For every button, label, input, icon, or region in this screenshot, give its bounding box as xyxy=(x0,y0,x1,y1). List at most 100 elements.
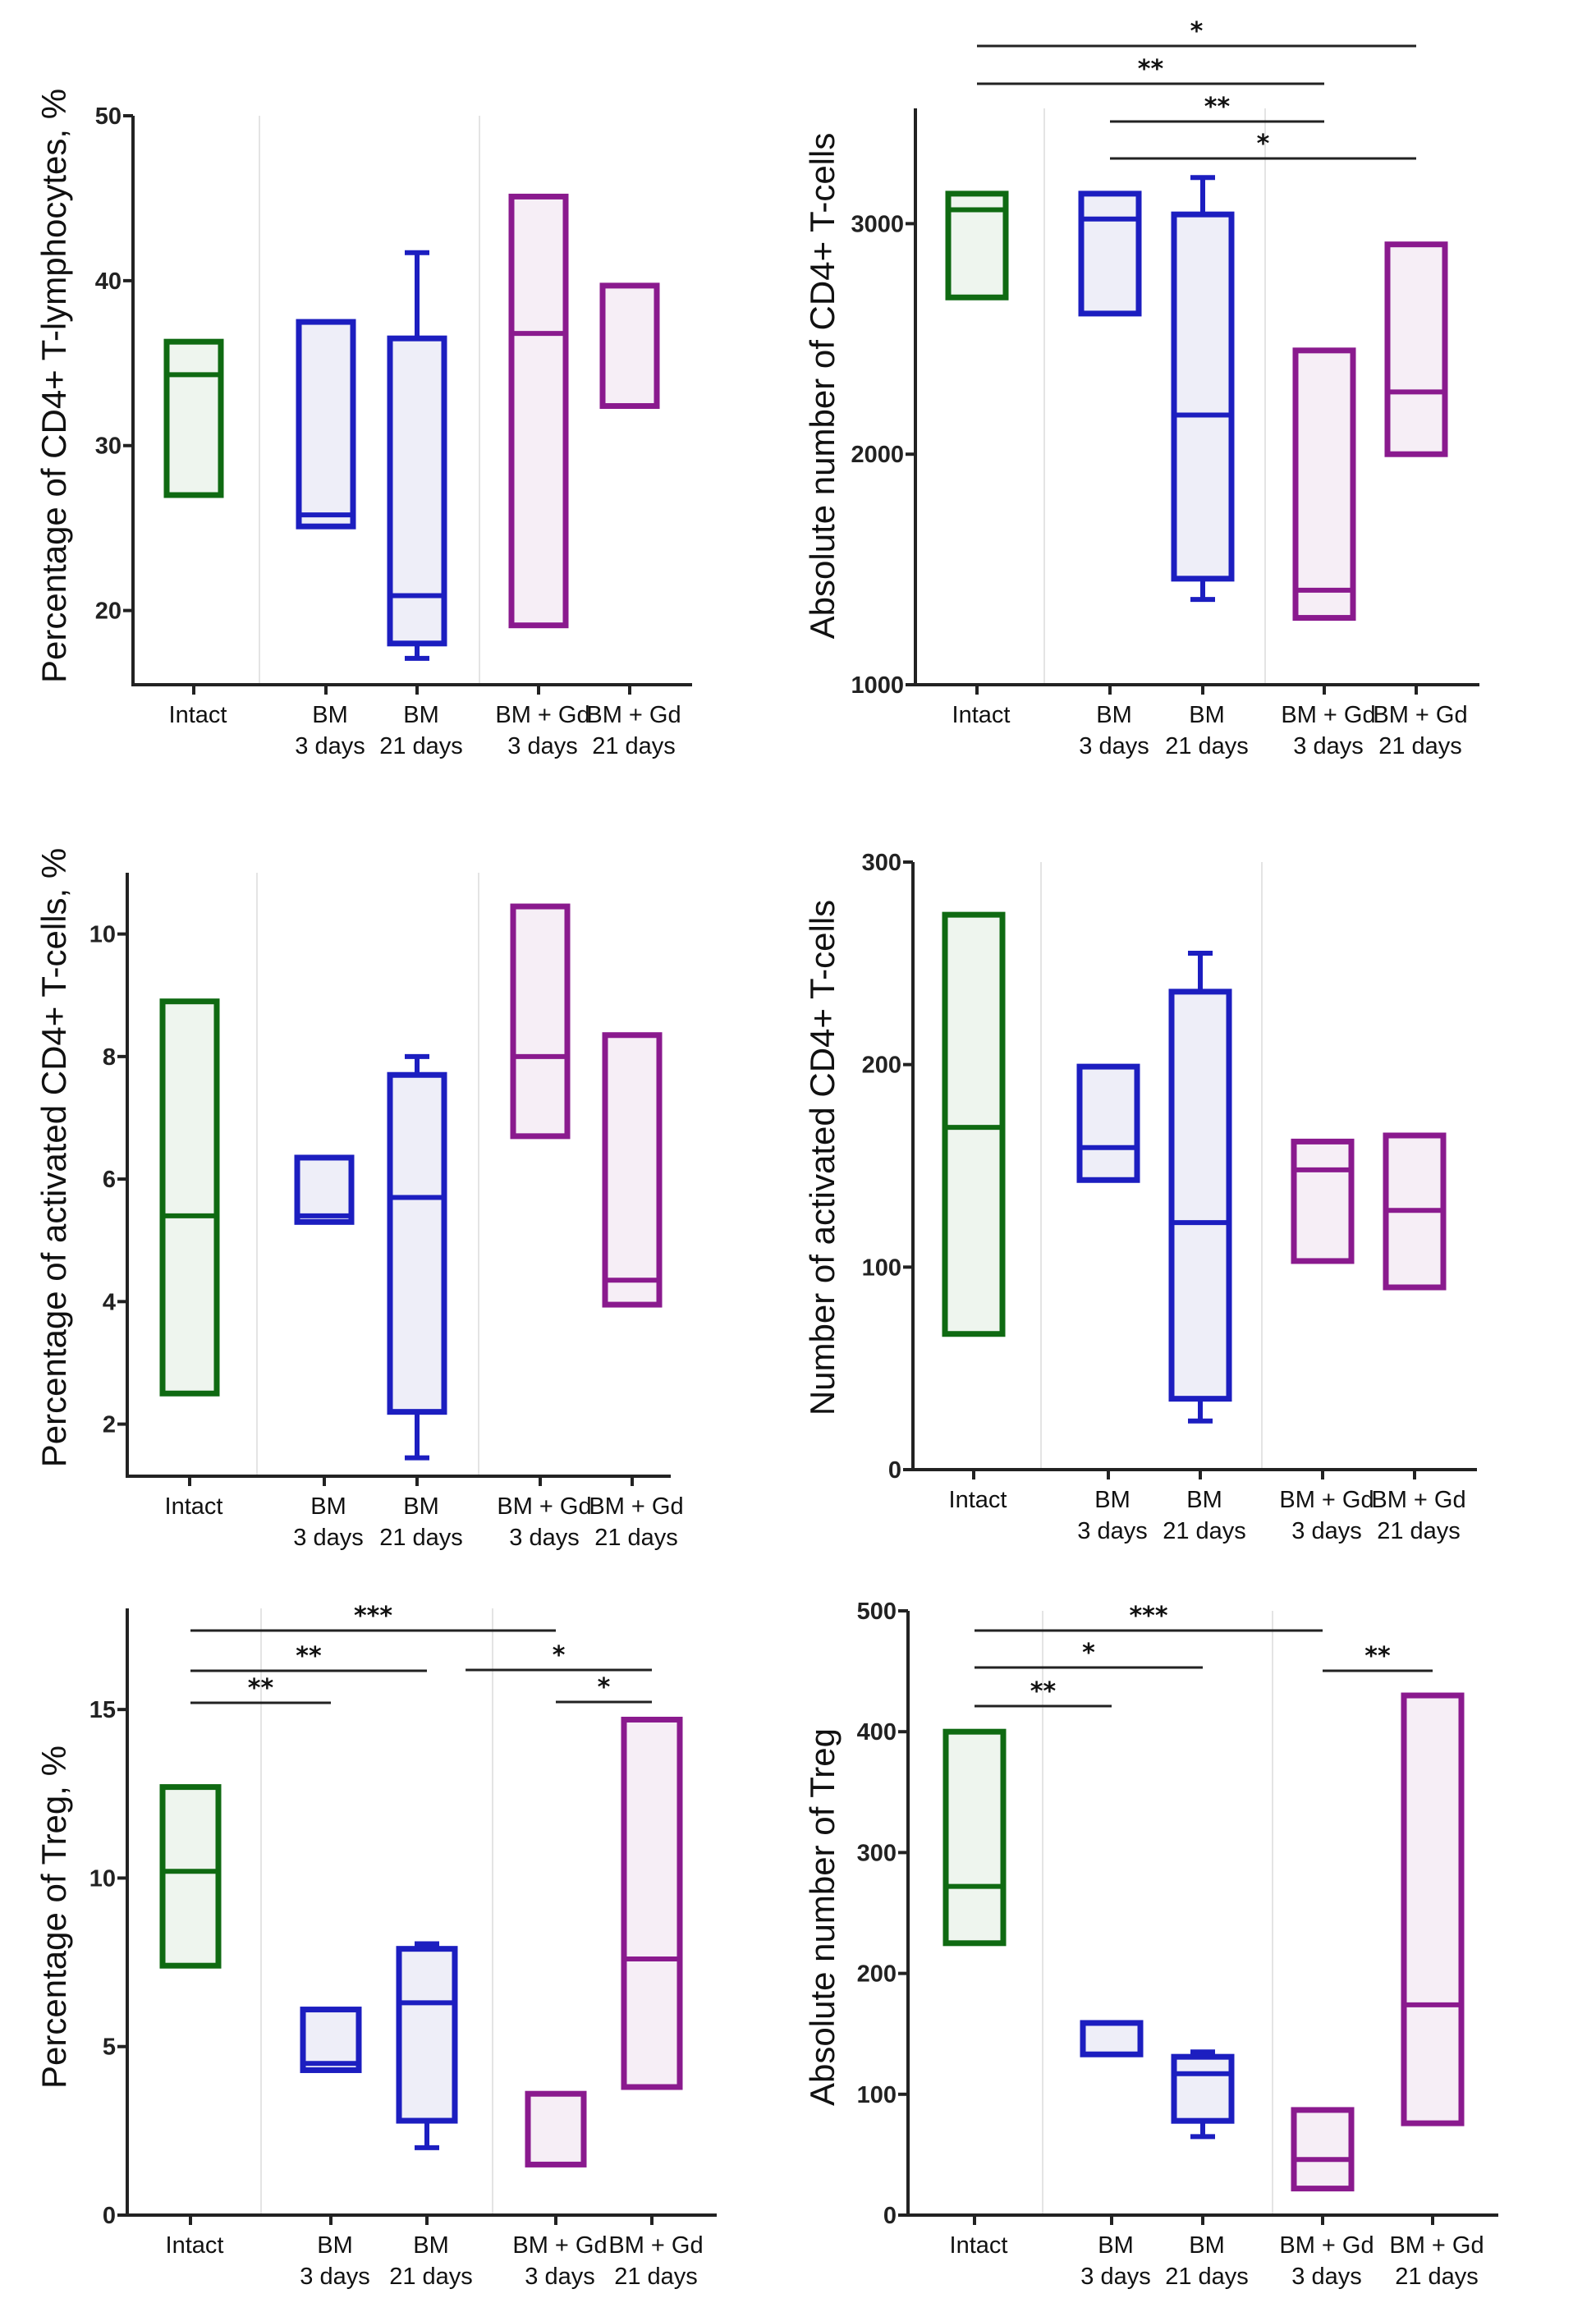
significance-label: * xyxy=(1082,1639,1095,1667)
x-tick-label: 3 days xyxy=(507,733,577,759)
y-tick-label: 5 xyxy=(103,2034,116,2061)
y-tick-label: 8 xyxy=(103,1044,116,1071)
x-tick-label: 21 days xyxy=(1165,2264,1249,2290)
y-tick-label: 40 xyxy=(95,268,122,295)
box-5 xyxy=(621,1716,683,2090)
box-5 xyxy=(1384,241,1448,457)
x-tick-label: BM + Gd xyxy=(589,1493,683,1520)
y-tick-label: 30 xyxy=(95,434,122,460)
y-tick-label: 2000 xyxy=(851,442,904,468)
box-iqr xyxy=(621,1716,683,2090)
x-tick-label: BM xyxy=(403,702,439,728)
box-4 xyxy=(525,2090,587,2168)
box-iqr xyxy=(296,319,356,530)
x-tick-label: 21 days xyxy=(1378,733,1462,759)
box-1 xyxy=(159,998,220,1397)
y-axis-title: Number of activated CD4+ T-cells xyxy=(803,900,842,1415)
box-iqr xyxy=(159,1784,222,1969)
x-tick-label: BM + Gd xyxy=(1281,702,1375,728)
box-2 xyxy=(296,319,356,530)
x-tick-label: BM + Gd xyxy=(497,1493,591,1520)
x-tick-label: BM xyxy=(1098,2232,1134,2259)
significance-label: *** xyxy=(354,1602,392,1631)
box-1 xyxy=(942,1728,1007,1947)
box-5 xyxy=(602,1032,663,1308)
y-tick-label: 15 xyxy=(89,1697,116,1723)
chart-panel-6: 0 100 200 300 400 500 Absolute number of Treg I… xyxy=(803,1599,1498,2290)
x-tick-label: 21 days xyxy=(379,733,463,759)
x-tick-label: Intact xyxy=(950,2232,1008,2259)
box-4 xyxy=(1292,347,1356,622)
significance-label: * xyxy=(1190,17,1204,46)
x-tick-label: 21 days xyxy=(592,733,676,759)
x-tick-label: 21 days xyxy=(614,2264,698,2290)
x-tick-label: 3 days xyxy=(1080,2264,1150,2290)
box-iqr xyxy=(1291,1138,1355,1264)
x-tick-label: BM xyxy=(413,2232,449,2259)
box-2 xyxy=(300,2007,362,2073)
x-tick-label: 21 days xyxy=(1165,733,1249,759)
box-1 xyxy=(163,338,224,498)
x-tick-label: 3 days xyxy=(300,2264,369,2290)
y-tick-label: 200 xyxy=(862,1053,901,1079)
x-tick-label: Intact xyxy=(952,702,1011,728)
significance-label: * xyxy=(553,1641,566,1670)
chart-panel-3: 2 4 6 8 10 Percentage of activated CD4+ T-cel… xyxy=(34,848,684,1551)
y-tick-label: 100 xyxy=(857,2082,897,2108)
box-iqr xyxy=(599,282,660,410)
x-tick-label: 3 days xyxy=(509,1525,579,1551)
box-iqr xyxy=(1171,2053,1235,2124)
box-iqr xyxy=(602,1032,663,1308)
box-iqr xyxy=(387,335,447,647)
y-axis-title: Percentage of activated CD4+ T-cells, % xyxy=(34,848,73,1467)
x-tick-label: 3 days xyxy=(1293,733,1363,759)
box-iqr xyxy=(159,998,220,1397)
chart-panel-5: 0 5 10 15 Percentage of Treg, % Intact BM 3 day… xyxy=(34,1602,717,2290)
box-iqr xyxy=(508,193,569,629)
y-tick-label: 400 xyxy=(857,1719,897,1745)
box-iqr xyxy=(510,903,571,1140)
x-tick-label: BM + Gd xyxy=(512,2232,607,2259)
box-3 xyxy=(1171,175,1235,603)
box-iqr xyxy=(1171,211,1235,582)
box-2 xyxy=(1076,1063,1140,1183)
box-iqr xyxy=(294,1154,355,1225)
x-tick-label: 3 days xyxy=(1079,733,1149,759)
box-3 xyxy=(396,1941,458,2150)
significance-label: * xyxy=(598,1673,611,1702)
significance-label: ** xyxy=(1204,93,1231,122)
box-iqr xyxy=(1076,1063,1140,1183)
significance-label: ** xyxy=(1138,55,1164,84)
significance-label: *** xyxy=(1129,1602,1167,1631)
x-tick-label: BM xyxy=(1189,702,1225,728)
box-iqr xyxy=(396,1946,458,2124)
x-tick-label: Intact xyxy=(165,1493,223,1520)
box-4 xyxy=(510,903,571,1140)
x-tick-label: BM + Gd xyxy=(586,702,681,728)
y-tick-label: 300 xyxy=(862,850,901,876)
y-axis-title: Percentage of Treg, % xyxy=(34,1745,73,2089)
x-tick-label: BM xyxy=(403,1493,439,1520)
box-iqr xyxy=(1401,1692,1465,2126)
y-tick-label: 0 xyxy=(883,2203,897,2229)
y-tick-label: 0 xyxy=(888,1457,901,1484)
significance-label: ** xyxy=(1364,1642,1391,1671)
significance-label: * xyxy=(1257,130,1270,158)
y-tick-label: 10 xyxy=(89,1865,116,1892)
x-tick-label: BM + Gd xyxy=(608,2232,703,2259)
x-tick-label: Intact xyxy=(169,702,227,728)
box-2 xyxy=(294,1154,355,1225)
y-tick-label: 3000 xyxy=(851,211,904,237)
box-4 xyxy=(1291,2107,1355,2192)
box-iqr xyxy=(942,911,1006,1337)
x-tick-label: BM + Gd xyxy=(1279,2232,1374,2259)
x-tick-label: 3 days xyxy=(1291,2264,1361,2290)
y-tick-label: 20 xyxy=(95,599,122,625)
box-iqr xyxy=(1384,241,1448,457)
x-tick-label: BM + Gd xyxy=(1279,1487,1374,1513)
box-5 xyxy=(1401,1692,1465,2126)
significance-label: ** xyxy=(248,1674,274,1703)
chart-panel-4: 0 100 200 300 Number of activated CD4+ T-cel… xyxy=(803,850,1477,1544)
x-tick-label: Intact xyxy=(949,1487,1007,1513)
